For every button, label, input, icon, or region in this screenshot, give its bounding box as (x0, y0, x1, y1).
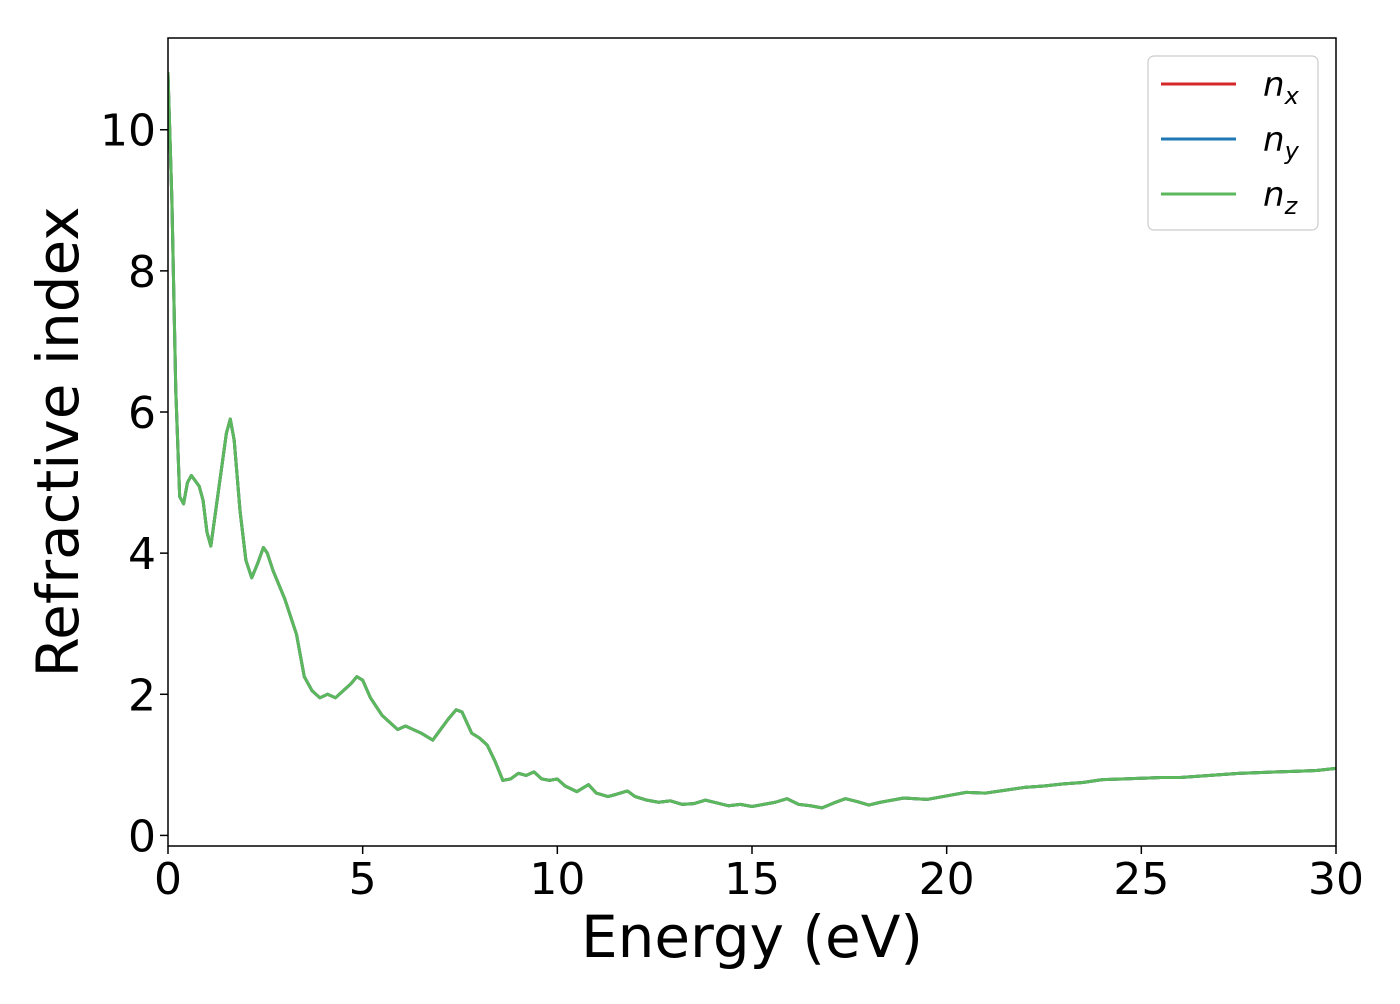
legend-label-base: n (1263, 175, 1285, 215)
x-tick-label: 5 (349, 854, 377, 905)
legend-label-base: n (1263, 120, 1285, 160)
x-axis-label: Energy (eV) (581, 903, 923, 971)
plot-frame (167, 37, 1337, 847)
legend-label-base: n (1263, 65, 1285, 105)
x-tick-label: 15 (724, 854, 780, 905)
y-tick-label: 8 (128, 247, 156, 298)
series-line-z (168, 71, 1336, 810)
legend-label-z: nz (1263, 175, 1299, 220)
y-tick-label: 6 (128, 388, 156, 439)
y-axis-label: Refractive index (24, 206, 92, 677)
legend-label-subscript: y (1284, 137, 1300, 165)
y-tick-label: 2 (128, 670, 156, 721)
x-tick-label: 10 (529, 854, 585, 905)
legend-label-subscript: x (1284, 82, 1300, 110)
x-tick-label: 25 (1113, 854, 1169, 905)
y-tick-label: 4 (128, 529, 156, 580)
y-tick-label: 0 (128, 811, 156, 862)
x-tick-label: 20 (919, 854, 975, 905)
legend-label-subscript: z (1284, 192, 1299, 220)
plot-area (168, 71, 1336, 810)
x-tick-label: 30 (1308, 854, 1364, 905)
y-tick-label: 10 (100, 106, 156, 157)
legend-label-x: nx (1263, 65, 1300, 110)
x-axis-ticks: 0 5 10 15 20 25 30 (154, 846, 1364, 905)
y-axis-ticks: 0 2 4 6 8 10 (100, 106, 168, 862)
legend-box (1147, 55, 1319, 231)
legend-label-y: ny (1263, 120, 1300, 165)
x-tick-label: 0 (154, 854, 182, 905)
